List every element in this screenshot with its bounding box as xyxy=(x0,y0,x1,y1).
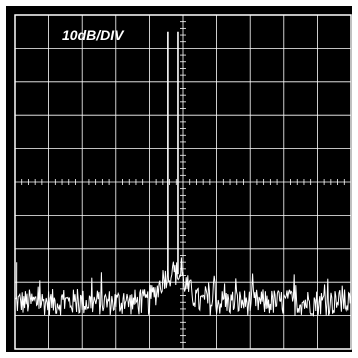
screen-background xyxy=(6,6,352,352)
scale-label: 10dB/DIV xyxy=(62,27,125,43)
graticule-center-ticks xyxy=(21,21,345,343)
spectrum-trace xyxy=(14,257,352,317)
